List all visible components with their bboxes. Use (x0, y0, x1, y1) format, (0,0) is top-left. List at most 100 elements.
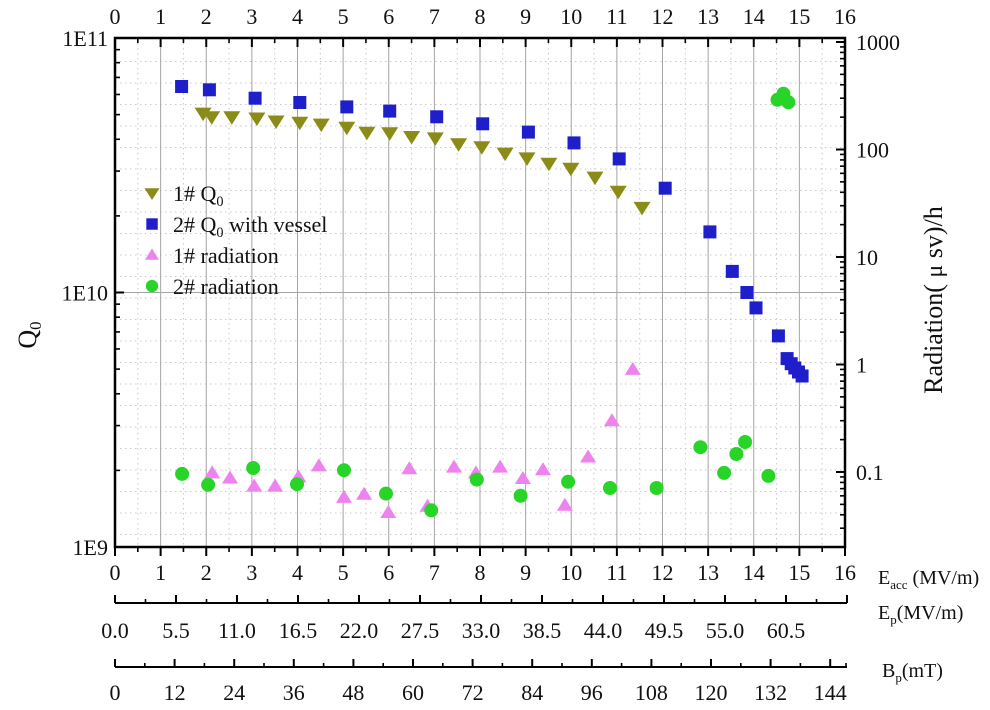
axis-top: 0 1 2 3 4 5 6 7 8 9 10 11 12 13 14 15 16 (110, 4, 856, 47)
series-1-q0-point (291, 116, 309, 131)
series-2-radiation-point (246, 461, 261, 475)
top-axis-tick-label: 4 (292, 4, 303, 29)
bp-axis-tick-label: 132 (754, 680, 787, 705)
series-1-q0-point (358, 126, 376, 141)
bp-axis-tick-label: 36 (283, 680, 305, 705)
series-1-radiation-point (580, 449, 597, 463)
bottom-axis-tick-label: 12 (652, 560, 674, 585)
series-1-q0-point (450, 138, 468, 152)
series-2-q0-with-vessel-point (725, 264, 739, 278)
right-axis-tick-label: 1 (856, 353, 867, 378)
legend-item: 1# radiation (145, 243, 279, 268)
series-1-q0-point (586, 171, 604, 186)
series-2-q0-with-vessel-point (567, 136, 581, 150)
series-2-radiation-point (290, 477, 304, 492)
series-1-q0-point (540, 157, 558, 172)
top-axis-tick-label: 12 (652, 4, 674, 29)
series-2-q0-with-vessel-point (740, 286, 754, 299)
bp-axis-tick-label: 12 (164, 680, 186, 705)
series-1-q0-legend-marker (144, 188, 160, 200)
series-1-radiation-point (204, 465, 221, 479)
series-1-radiation-point (222, 470, 238, 484)
series-2-q0-with-vessel-point (175, 80, 189, 93)
legend-item: 2# Q0​ with vessel (146, 212, 327, 241)
series-1-radiation-point (380, 505, 397, 518)
bp-axis-tick-label: 24 (223, 680, 245, 705)
series-1-q0-point (609, 185, 627, 200)
top-axis-tick-label: 5 (338, 4, 349, 29)
series-1-radiation-point (514, 471, 531, 484)
bottom-axis-tick-label: 8 (475, 560, 486, 585)
bottom-axis-tick-label: 10 (560, 560, 582, 585)
series-1-radiation-point (603, 413, 620, 427)
left-axis-title: Q0​ (13, 321, 45, 348)
top-axis-tick-label: 1 (155, 4, 166, 29)
top-axis-tick-label: 7 (429, 4, 440, 29)
legend-item: 1# Q0​ (144, 181, 224, 210)
series-2-q0-with-vessel-point (612, 152, 626, 166)
series-2-radiation-point (693, 440, 708, 455)
series-1-radiation-point (401, 461, 418, 475)
bp-axis-tick-label: 60 (402, 680, 424, 705)
top-axis-tick-label: 14 (743, 4, 765, 29)
ep-axis-tick-label: 38.5 (523, 618, 562, 643)
ep-axis-tick-label: 22.0 (340, 618, 379, 643)
series-1-radiation-point (624, 361, 641, 375)
series-2-q0-with-vessel-point (795, 369, 809, 383)
right-axis-tick-label: 10 (856, 245, 878, 270)
series-1-radiation-legend-marker (145, 248, 159, 260)
ep-axis-title: Ep​(MV/m) (878, 602, 963, 627)
series-1-q0-point (496, 147, 514, 162)
top-axis-tick-label: 11 (606, 4, 627, 29)
series-2-radiation-point (781, 95, 796, 110)
bottom-axis-tick-label: 2 (201, 560, 212, 585)
bp-axis-tick-label: 108 (635, 680, 668, 705)
series-2-radiation-point (729, 447, 744, 461)
legend-item-label: 1# radiation (173, 243, 279, 268)
series-1-radiation-point (246, 478, 263, 492)
series-1-q0-point (267, 115, 285, 129)
bp-axis-title: Bp​(mT) (882, 660, 943, 685)
series-2-radiation-point (649, 481, 664, 495)
series-1-q0-point (403, 131, 421, 145)
bp-axis-tick-label: 120 (695, 680, 728, 705)
bottom-axis-tick-label: 3 (246, 560, 257, 585)
right-axis-tick-label: 100 (856, 138, 889, 163)
series-1-q0-point (473, 141, 491, 155)
series-2-q0-with-vessel-point (771, 329, 785, 343)
right-axis-tick-label: 1000 (856, 30, 900, 55)
series-2-q0-with-vessel (175, 80, 809, 383)
bottom-axis-tick-label: 9 (520, 560, 531, 585)
legend-item-label: 2# radiation (173, 274, 279, 299)
bp-axis-tick-label: 144 (814, 680, 847, 705)
ep-axis-tick-label: 55.0 (706, 618, 745, 643)
bp-axis-tick-label: 72 (462, 680, 484, 705)
series-2-q0-with-vessel-point (293, 96, 307, 109)
top-axis-tick-label: 15 (788, 4, 810, 29)
series-2-radiation-point (513, 488, 528, 503)
series-1-radiation-point (267, 478, 284, 492)
bottom-axis-tick-label: 7 (429, 560, 440, 585)
series-2-radiation-point (175, 466, 190, 481)
series-1-q0-point (633, 201, 651, 216)
series-1-q0-point (426, 132, 444, 146)
axis-bp: 0 12 24 36 48 60 72 84 96 108 120 132 144 Bp​(mT) (110, 659, 943, 705)
axis-left: 1E9 1E10 1E11 Q0​ (13, 26, 124, 560)
series-2-radiation-point (469, 472, 484, 487)
bottom-axis-tick-label: 16 (834, 560, 856, 585)
series-1-radiation-point (535, 462, 551, 476)
top-axis-tick-label: 0 (110, 4, 121, 29)
bp-axis-tick-label: 96 (581, 680, 603, 705)
series-1-q0 (194, 107, 651, 216)
series-1-radiation-point (356, 486, 373, 500)
ep-axis-tick-label: 11.0 (218, 618, 256, 643)
series-1-q0-point (312, 118, 330, 133)
x-axis-title: Eacc​ (MV/m) (878, 567, 979, 592)
series-2-radiation-point (761, 468, 776, 483)
series-1-radiation-point (556, 497, 573, 511)
series-1-q0-point (562, 162, 580, 177)
axis-right: 0.1 1 10 100 1000 Radiation( μ sv)/h (836, 30, 948, 530)
